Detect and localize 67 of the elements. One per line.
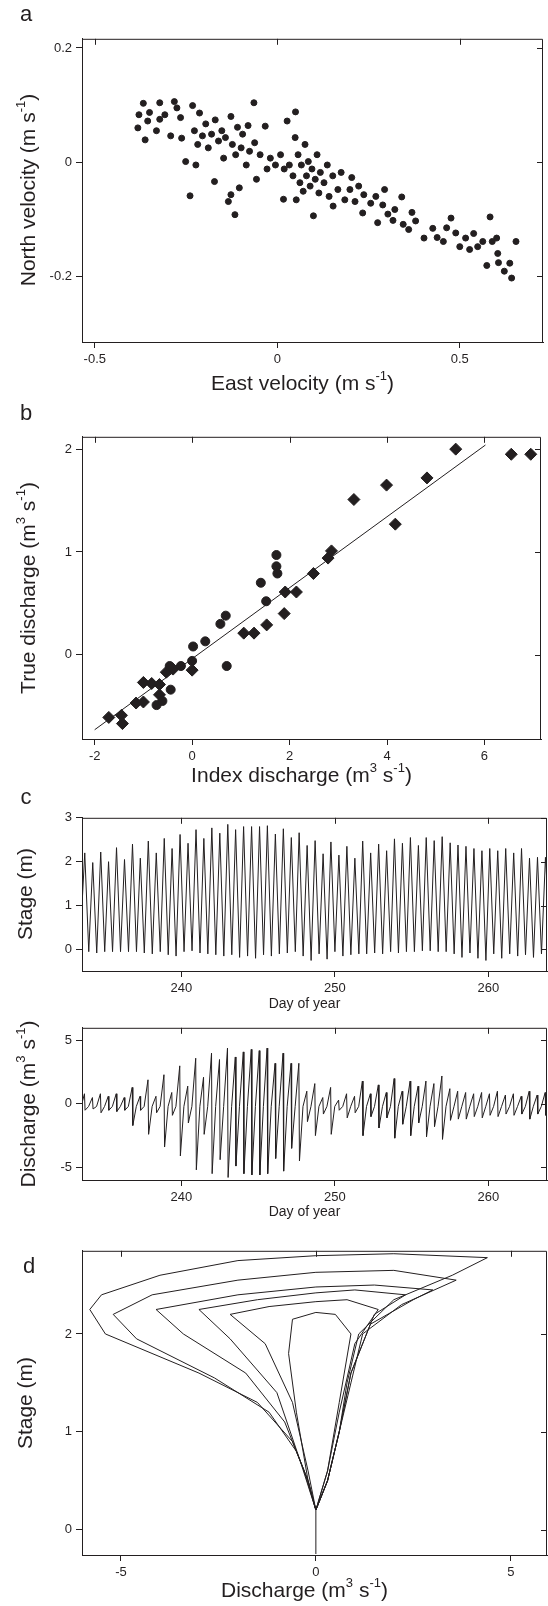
x-tick-label: 260	[477, 1189, 500, 1205]
point	[324, 544, 338, 558]
point	[188, 641, 199, 652]
y-tick-label: 2	[64, 440, 72, 456]
y-tick-label: 0	[64, 1521, 72, 1537]
x-tick-label: 0	[312, 1564, 320, 1580]
y-tick-label: 0	[64, 646, 72, 662]
x-tick-label: -0.5	[83, 351, 106, 367]
y-axis-title: Stage (m)	[12, 848, 36, 941]
chart-title: d	[22, 1253, 36, 1278]
x-axis-title: Day of year	[268, 995, 341, 1011]
x-tick-label: 250	[324, 1189, 346, 1205]
x-tick-label: 0.5	[450, 351, 469, 367]
y-axis-title: Stage (m)	[12, 1356, 36, 1449]
x-tick-label: 5	[507, 1564, 515, 1580]
x-tick-label: 240	[170, 1189, 193, 1205]
y-tick-label: 0	[64, 1095, 72, 1111]
point	[215, 618, 226, 629]
point	[380, 478, 394, 492]
x-tick-label: 260	[477, 980, 500, 996]
point	[102, 710, 116, 724]
point	[185, 663, 199, 677]
chart-title: b	[19, 400, 33, 425]
x-tick-label: -2	[88, 748, 101, 764]
y-tick-label: 0	[64, 941, 72, 957]
point	[388, 517, 402, 531]
x-tick-label: 250	[324, 980, 346, 996]
point	[277, 607, 291, 621]
point	[272, 568, 283, 579]
point	[165, 684, 176, 695]
point	[221, 661, 232, 672]
point	[449, 442, 463, 456]
point	[255, 577, 266, 588]
point	[200, 636, 211, 647]
y-tick-label: -5	[60, 1158, 72, 1174]
chart-title: a	[19, 1, 33, 26]
point	[278, 585, 292, 599]
y-tick-label: 3	[64, 809, 72, 825]
chart-title: c	[20, 784, 32, 809]
point	[260, 618, 274, 632]
y-tick-label: 5	[64, 1032, 72, 1048]
y-tick-label: 1	[64, 543, 72, 559]
x-axis-title: East velocity (m s$^{-1}$)	[210, 367, 395, 394]
x-tick-label: 240	[170, 980, 193, 996]
point	[504, 447, 518, 461]
x-tick-label: 6	[480, 748, 489, 764]
y-tick-label: 2	[64, 853, 72, 869]
point	[289, 585, 303, 599]
x-tick-label: -5	[115, 1564, 127, 1580]
point	[220, 610, 231, 621]
x-axis-title: Day of year	[268, 1203, 341, 1219]
y-tick-label: -0.2	[49, 267, 72, 283]
point	[115, 717, 129, 731]
y-tick-label: 1	[64, 1423, 72, 1439]
point	[420, 471, 434, 485]
y-tick-label: 0	[64, 153, 72, 169]
y-tick-label: 0.2	[53, 39, 72, 55]
point	[237, 626, 251, 640]
point	[247, 626, 261, 640]
point	[157, 695, 168, 706]
point	[524, 447, 538, 461]
point	[347, 493, 361, 506]
point	[261, 596, 272, 607]
x-tick-label: 0	[273, 351, 281, 367]
y-tick-label: 1	[64, 897, 72, 913]
point	[271, 550, 282, 561]
y-tick-label: 2	[64, 1325, 72, 1341]
